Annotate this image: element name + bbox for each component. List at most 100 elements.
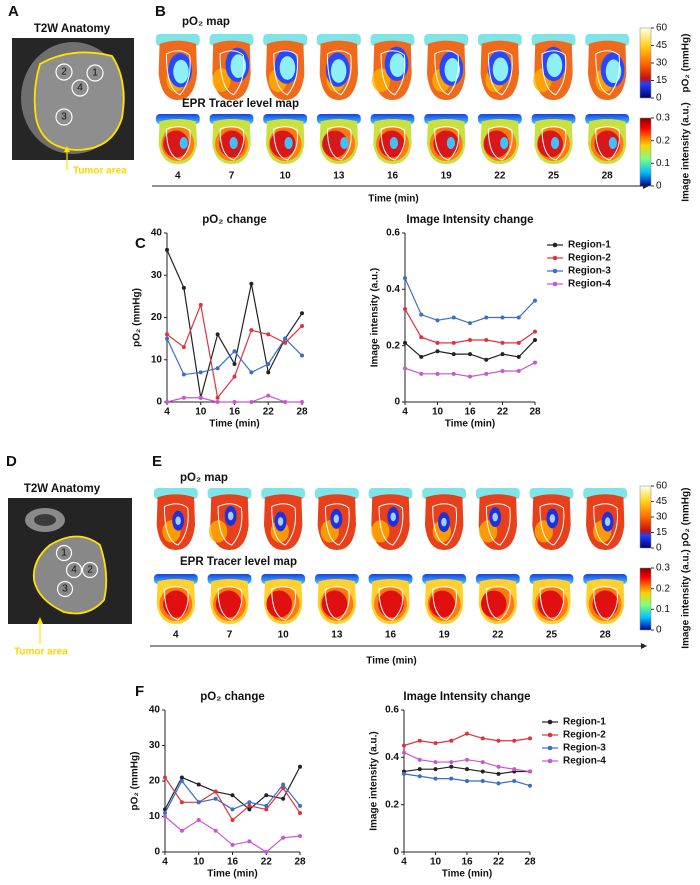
- map-thumbnail: [209, 114, 254, 164]
- x-tick-label: 10: [432, 407, 444, 418]
- time-arrow-head: [641, 643, 647, 649]
- data-point: [179, 828, 184, 833]
- legend-label: Region-3: [563, 743, 606, 754]
- data-point: [480, 736, 485, 741]
- data-point: [500, 315, 505, 320]
- x-tick-label: 10: [193, 857, 205, 868]
- data-point: [451, 371, 456, 376]
- time-axis-label: Time (min): [368, 194, 418, 205]
- map-low-core: [333, 514, 340, 524]
- data-point: [435, 340, 440, 345]
- time-label: 19: [441, 171, 453, 182]
- map-high: [480, 590, 507, 618]
- map-low-core: [441, 517, 447, 527]
- colorbar: [639, 567, 652, 631]
- map-high: [378, 590, 404, 618]
- map-high: [321, 590, 348, 618]
- annotation: Tumor area: [14, 647, 68, 658]
- map-high: [592, 590, 619, 618]
- y-tick-label: 0: [394, 397, 400, 408]
- series-line: [404, 308, 536, 344]
- roi-outline: [432, 503, 457, 546]
- x-tick-label: 4: [164, 407, 170, 418]
- colorbar: [639, 485, 652, 549]
- map-thumbnail: [263, 34, 308, 100]
- data-point: [163, 775, 167, 780]
- roi-outline: [541, 126, 567, 161]
- panel-label: B: [155, 3, 166, 20]
- colorbar-label: pO₂ (mmHg): [681, 488, 692, 547]
- map-low-core: [604, 517, 611, 526]
- data-point: [419, 371, 424, 376]
- y-tick-label: 0: [154, 847, 160, 858]
- map-thumbnail: [368, 488, 413, 550]
- map-thumbnail: [531, 34, 576, 100]
- legend-marker: [552, 281, 558, 287]
- roi-outline: [434, 50, 459, 96]
- time-label: 7: [227, 630, 233, 641]
- data-point: [163, 810, 167, 815]
- data-point: [247, 800, 252, 805]
- roi-outline: [378, 586, 404, 621]
- map-thumbnail: [529, 574, 574, 624]
- roi-outline: [539, 503, 565, 546]
- data-point: [300, 353, 304, 358]
- data-point: [198, 395, 203, 400]
- map-thumbnail: [263, 114, 308, 164]
- map-thumbnail: [424, 34, 469, 100]
- data-point: [465, 731, 469, 736]
- data-point: [249, 281, 254, 286]
- map-high: [163, 590, 189, 618]
- data-point: [516, 340, 521, 345]
- map-thumbnail: [370, 114, 415, 164]
- data-point: [283, 400, 288, 404]
- data-point: [403, 366, 407, 371]
- roi-outline: [487, 126, 513, 161]
- roi-outline: [595, 50, 620, 96]
- roi-outline: [326, 50, 352, 96]
- colorbar-tick-label: 60: [656, 23, 668, 34]
- map-low: [284, 137, 293, 149]
- data-point: [512, 738, 517, 743]
- map-thumbnail: [153, 574, 198, 624]
- data-point: [247, 803, 252, 808]
- map-title: EPR Tracer level map: [180, 556, 297, 568]
- data-point: [283, 340, 288, 345]
- map-low-core: [549, 514, 556, 523]
- map-thumbnail: [316, 114, 361, 164]
- roi-outline: [273, 50, 298, 96]
- legend-marker: [552, 268, 558, 274]
- map-low-core: [605, 59, 622, 84]
- y-axis-label: Image intensity (a.u.): [370, 268, 381, 367]
- colorbar-tick-label: 0.2: [656, 135, 670, 146]
- region-number: 1: [92, 68, 98, 79]
- time-label: 25: [548, 171, 560, 182]
- roi-outline: [593, 586, 618, 621]
- map-low: [550, 137, 560, 149]
- colorbar-tick-label: 0: [656, 543, 662, 554]
- roi-outline: [271, 586, 296, 621]
- map-thumbnail: [261, 574, 306, 624]
- x-tick-label: 28: [524, 857, 536, 868]
- data-point: [417, 738, 422, 743]
- data-point: [249, 400, 254, 404]
- roi-outline: [219, 50, 245, 96]
- time-label: 7: [229, 171, 235, 182]
- data-point: [402, 743, 406, 748]
- colorbar-tick-label: 0: [656, 625, 662, 636]
- map-thumbnail: [477, 34, 522, 100]
- legend-marker: [547, 719, 553, 725]
- colorbar-tick-label: 0.1: [656, 604, 670, 615]
- map-high: [322, 130, 348, 158]
- time-label: 4: [175, 171, 181, 182]
- colorbar-label: pO₂ (mmHg): [681, 34, 692, 93]
- map-low: [446, 137, 456, 149]
- data-point: [480, 760, 485, 765]
- y-tick-label: 0.4: [386, 284, 400, 295]
- x-axis-label: Time (min): [207, 869, 257, 880]
- roi-outline: [163, 586, 189, 621]
- map-thumbnail: [370, 34, 415, 100]
- map-low-core: [330, 59, 347, 83]
- data-point: [484, 357, 489, 362]
- data-point: [298, 810, 302, 815]
